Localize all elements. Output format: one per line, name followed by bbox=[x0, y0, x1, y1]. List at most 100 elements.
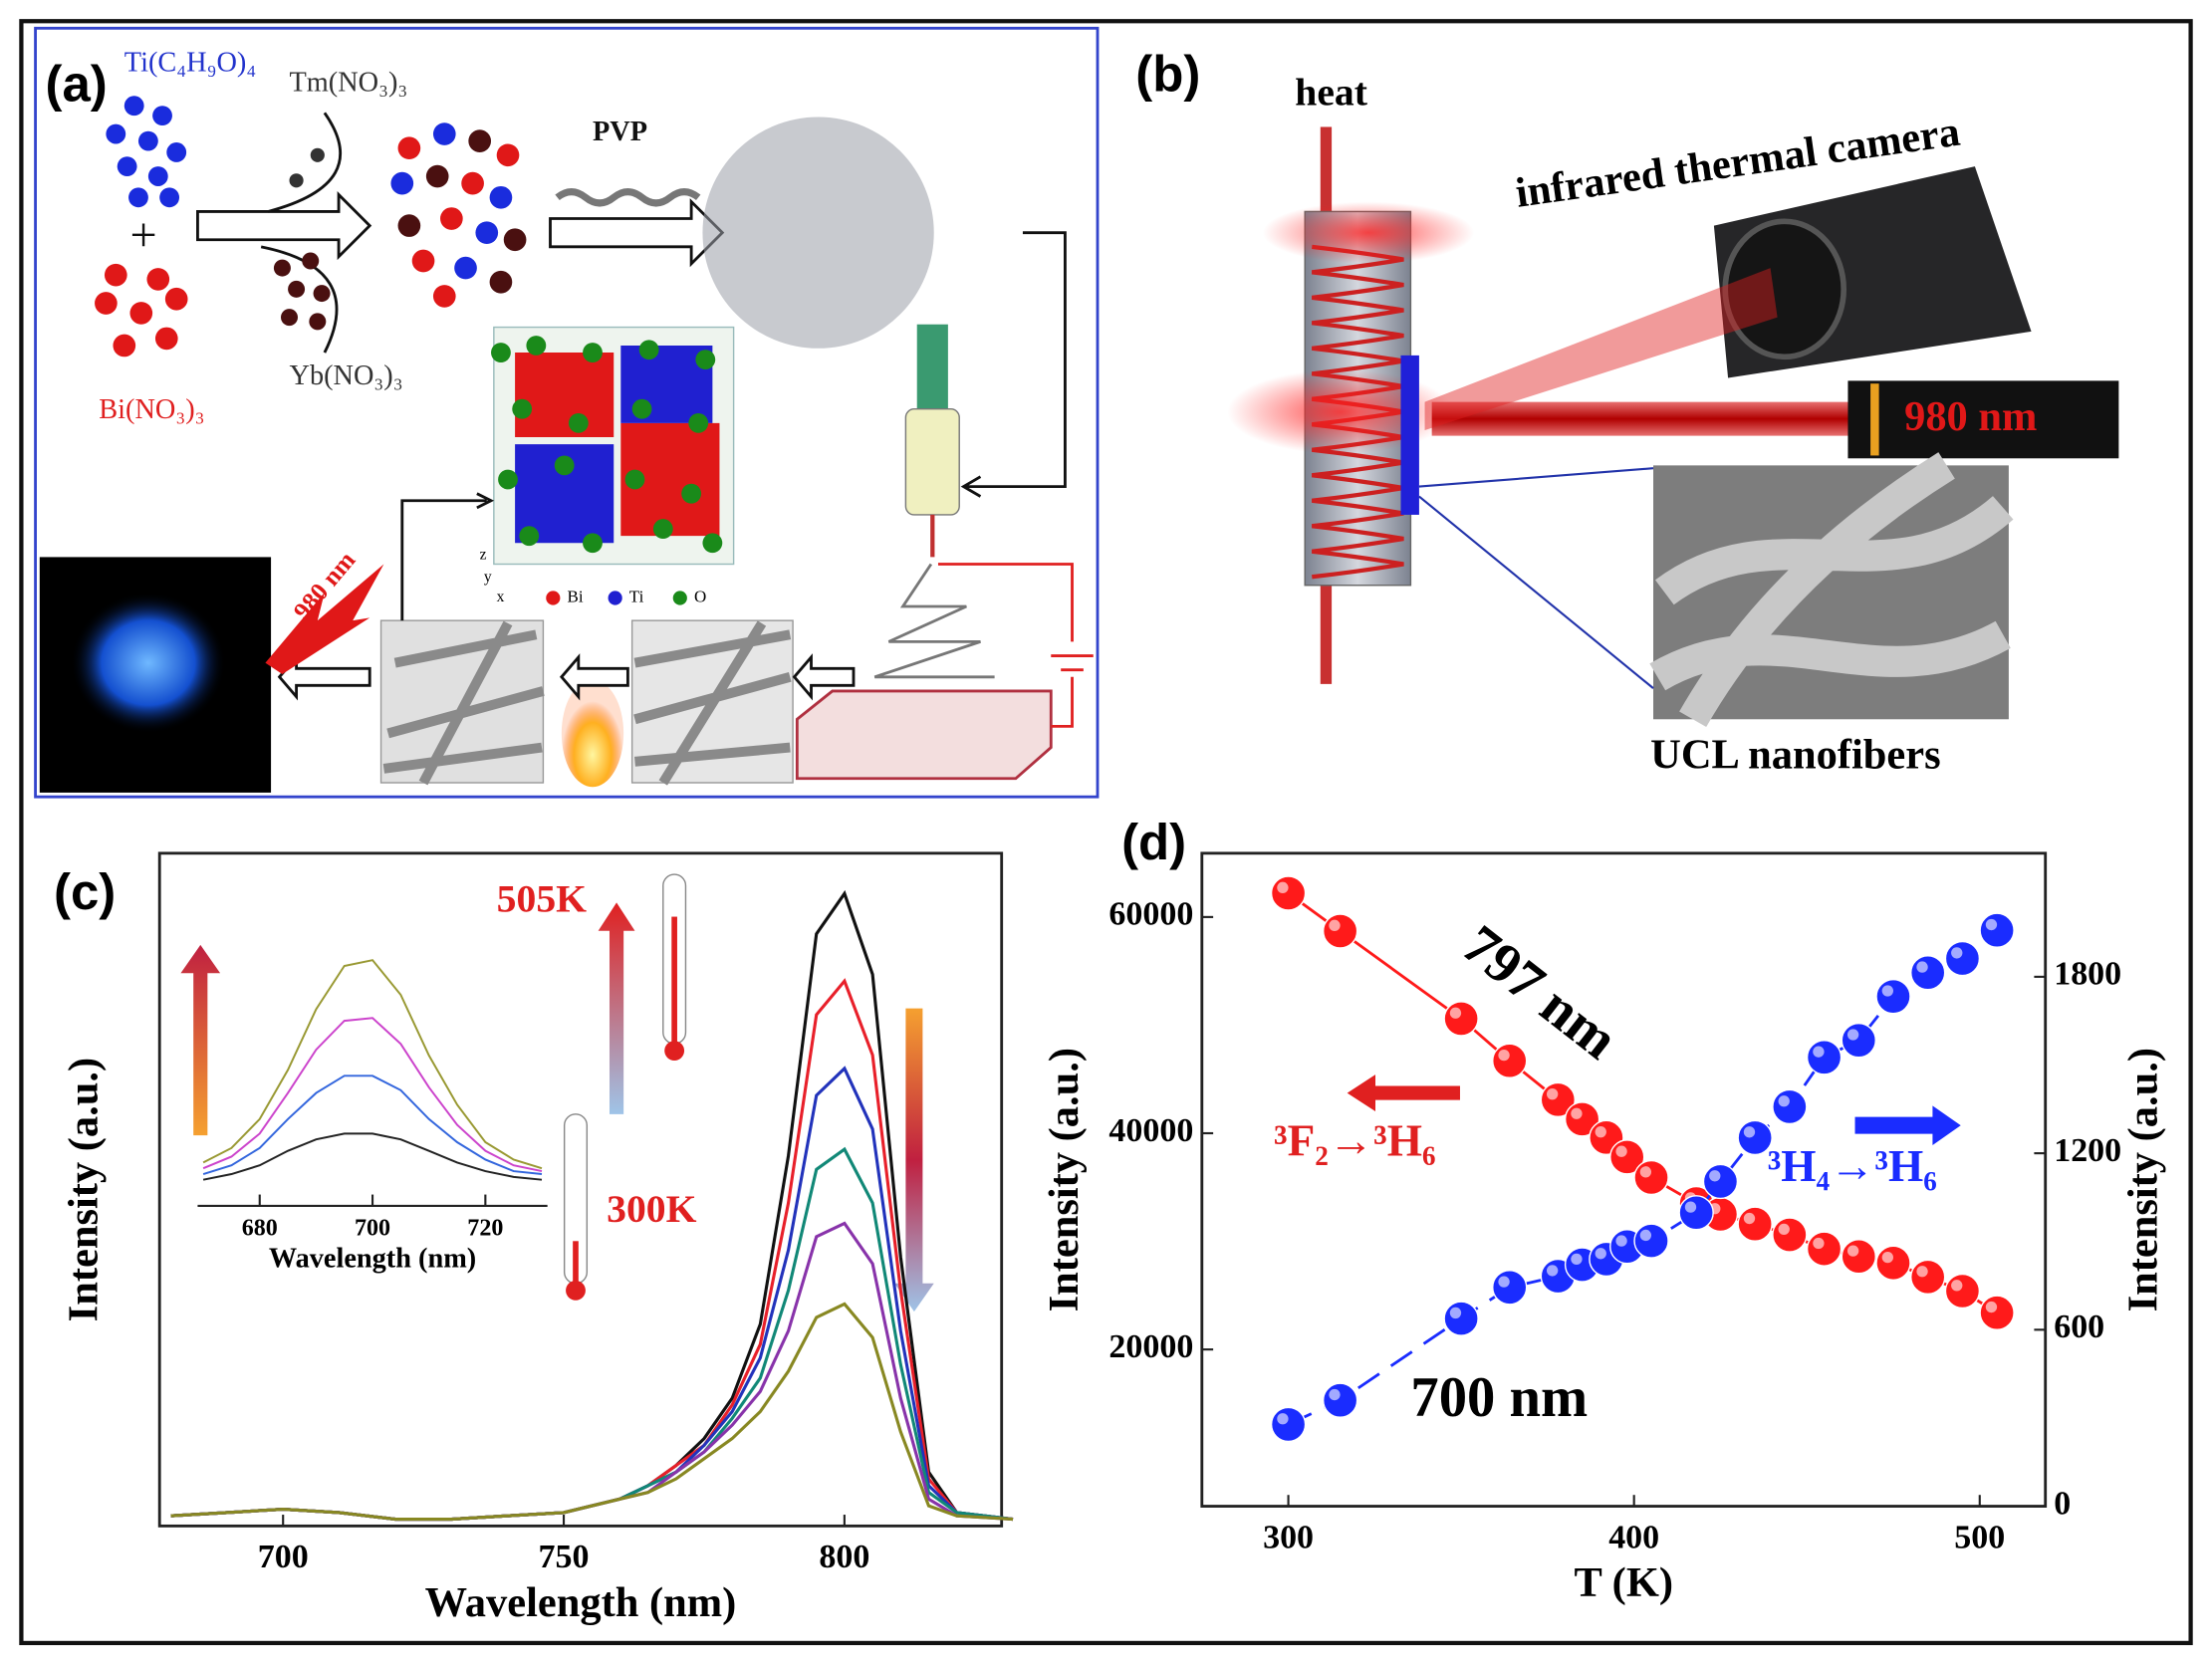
point-highlight bbox=[1449, 1307, 1462, 1319]
blue-emission bbox=[70, 592, 226, 734]
syringe-body bbox=[916, 324, 948, 409]
laser-head bbox=[1847, 380, 2119, 459]
molecule-dot bbox=[688, 412, 709, 433]
molecule-dot bbox=[302, 252, 320, 270]
molecule-dot bbox=[152, 106, 172, 126]
panel-b: (b) heat 980 nm infrared thermal camera … bbox=[1135, 45, 2119, 779]
point-highlight bbox=[1846, 1029, 1859, 1041]
y-axis-label: Intensity (a.u.) bbox=[1041, 1048, 1088, 1311]
axis-arrow bbox=[1854, 1105, 1961, 1145]
polymer-label: PVP bbox=[593, 117, 647, 147]
x-tick-label: 300 bbox=[1263, 1519, 1314, 1555]
laser-beam bbox=[1431, 401, 1855, 436]
plot-frame bbox=[157, 851, 1004, 1528]
point-highlight bbox=[1615, 1235, 1627, 1247]
x-axis-label: T (K) bbox=[1575, 1559, 1674, 1606]
sample bbox=[1400, 355, 1419, 515]
point-highlight bbox=[1595, 1248, 1606, 1260]
molecule-dot bbox=[128, 187, 148, 208]
point-highlight bbox=[1571, 1253, 1583, 1266]
point-highlight bbox=[1546, 1088, 1559, 1100]
crystal-face bbox=[515, 345, 713, 544]
data-point bbox=[1322, 1382, 1358, 1418]
panel-a: (a) Ti(C₄H₉O)₄ Bi(NO₃)₃ Tm(NO₃)₃ Yb(NO₃)… bbox=[34, 26, 1100, 799]
molecule-dot bbox=[583, 533, 603, 554]
point-highlight bbox=[1778, 1223, 1790, 1236]
point-highlight bbox=[1277, 881, 1289, 893]
molecule-dot bbox=[519, 526, 540, 547]
data-point bbox=[1443, 1001, 1479, 1037]
x-tick-label: 720 bbox=[467, 1215, 503, 1241]
molecule-dot bbox=[397, 214, 421, 237]
molecule-dot bbox=[454, 256, 477, 280]
thermometer-bulb bbox=[664, 1041, 685, 1062]
molecule-dot bbox=[432, 285, 456, 308]
data-point bbox=[1270, 875, 1307, 911]
panel-label: (b) bbox=[1135, 45, 1200, 102]
legend-label: Ti bbox=[629, 587, 644, 605]
molecule-dot bbox=[489, 185, 513, 209]
x-tick-label: 750 bbox=[539, 1539, 590, 1575]
data-point bbox=[1633, 1223, 1669, 1259]
plus: + bbox=[129, 209, 156, 262]
x-tick-label: 800 bbox=[819, 1539, 869, 1575]
point-highlight bbox=[1846, 1245, 1859, 1257]
molecule-dot bbox=[695, 350, 716, 370]
point-highlight bbox=[1329, 1388, 1341, 1401]
trend-arrow bbox=[894, 1008, 934, 1312]
hollow-arrow bbox=[196, 191, 372, 261]
molecule-dot bbox=[106, 123, 126, 144]
molecule-dot bbox=[489, 270, 513, 294]
y-axis-label: Intensity (a.u.) bbox=[61, 1058, 108, 1321]
data-point bbox=[1443, 1301, 1479, 1336]
jet-spiral bbox=[873, 563, 995, 679]
panel-frame bbox=[34, 26, 1100, 799]
molecule-dot bbox=[503, 228, 527, 252]
data-point bbox=[1979, 912, 2015, 948]
y2-tick-label: 0 bbox=[2054, 1485, 2071, 1522]
molecule-dot bbox=[411, 249, 435, 273]
heat-glow bbox=[1262, 201, 1475, 264]
reagent: Bi(NO₃)₃ bbox=[99, 394, 204, 425]
x-tick-label: 400 bbox=[1608, 1519, 1659, 1555]
spectrum-line bbox=[202, 1132, 543, 1181]
thermometer-fill bbox=[573, 1241, 579, 1284]
point-highlight bbox=[1546, 1265, 1559, 1277]
y-tick-label: 60000 bbox=[1108, 896, 1193, 933]
molecule-dot bbox=[310, 147, 325, 162]
molecule-dot bbox=[164, 287, 188, 311]
data-point bbox=[1841, 1022, 1876, 1059]
point-highlight bbox=[1277, 1413, 1289, 1425]
reagent: Ti(C₄H₉O)₄ bbox=[124, 48, 256, 79]
data-point bbox=[1910, 955, 1946, 991]
flame bbox=[561, 679, 624, 788]
molecule-dot bbox=[390, 171, 414, 195]
spectrum-line bbox=[170, 1066, 1014, 1522]
data-point bbox=[1910, 1259, 1946, 1296]
point-highlight bbox=[1743, 1212, 1756, 1225]
molecule-dot bbox=[512, 398, 533, 419]
molecule-dot bbox=[425, 164, 449, 188]
molecule-dot bbox=[498, 469, 518, 490]
point-highlight bbox=[1329, 919, 1341, 931]
annotation: 300K bbox=[607, 1187, 696, 1231]
x-axis-label: Wavelength (nm) bbox=[269, 1244, 476, 1275]
y-tick-label: 20000 bbox=[1108, 1328, 1193, 1365]
molecule-dot bbox=[554, 455, 575, 476]
heat-glow bbox=[1227, 369, 1453, 455]
data-point bbox=[1702, 1163, 1739, 1200]
flow-arrow bbox=[960, 231, 1067, 498]
panel-c-decor bbox=[180, 873, 934, 1312]
molecule-dot bbox=[526, 336, 547, 356]
data-point bbox=[1875, 1245, 1911, 1281]
point-highlight bbox=[1813, 1237, 1825, 1250]
x-axis-label: Wavelength (nm) bbox=[425, 1579, 737, 1626]
data-point bbox=[1944, 1273, 1981, 1310]
molecule-dot bbox=[129, 302, 153, 325]
y-tick-label: 40000 bbox=[1108, 1112, 1193, 1149]
data-point bbox=[1772, 1217, 1808, 1253]
curved-arrow bbox=[260, 112, 343, 354]
molecule-dot bbox=[154, 327, 178, 351]
series-label: 700 nm bbox=[1410, 1367, 1588, 1429]
panel-label: (d) bbox=[1121, 814, 1186, 870]
